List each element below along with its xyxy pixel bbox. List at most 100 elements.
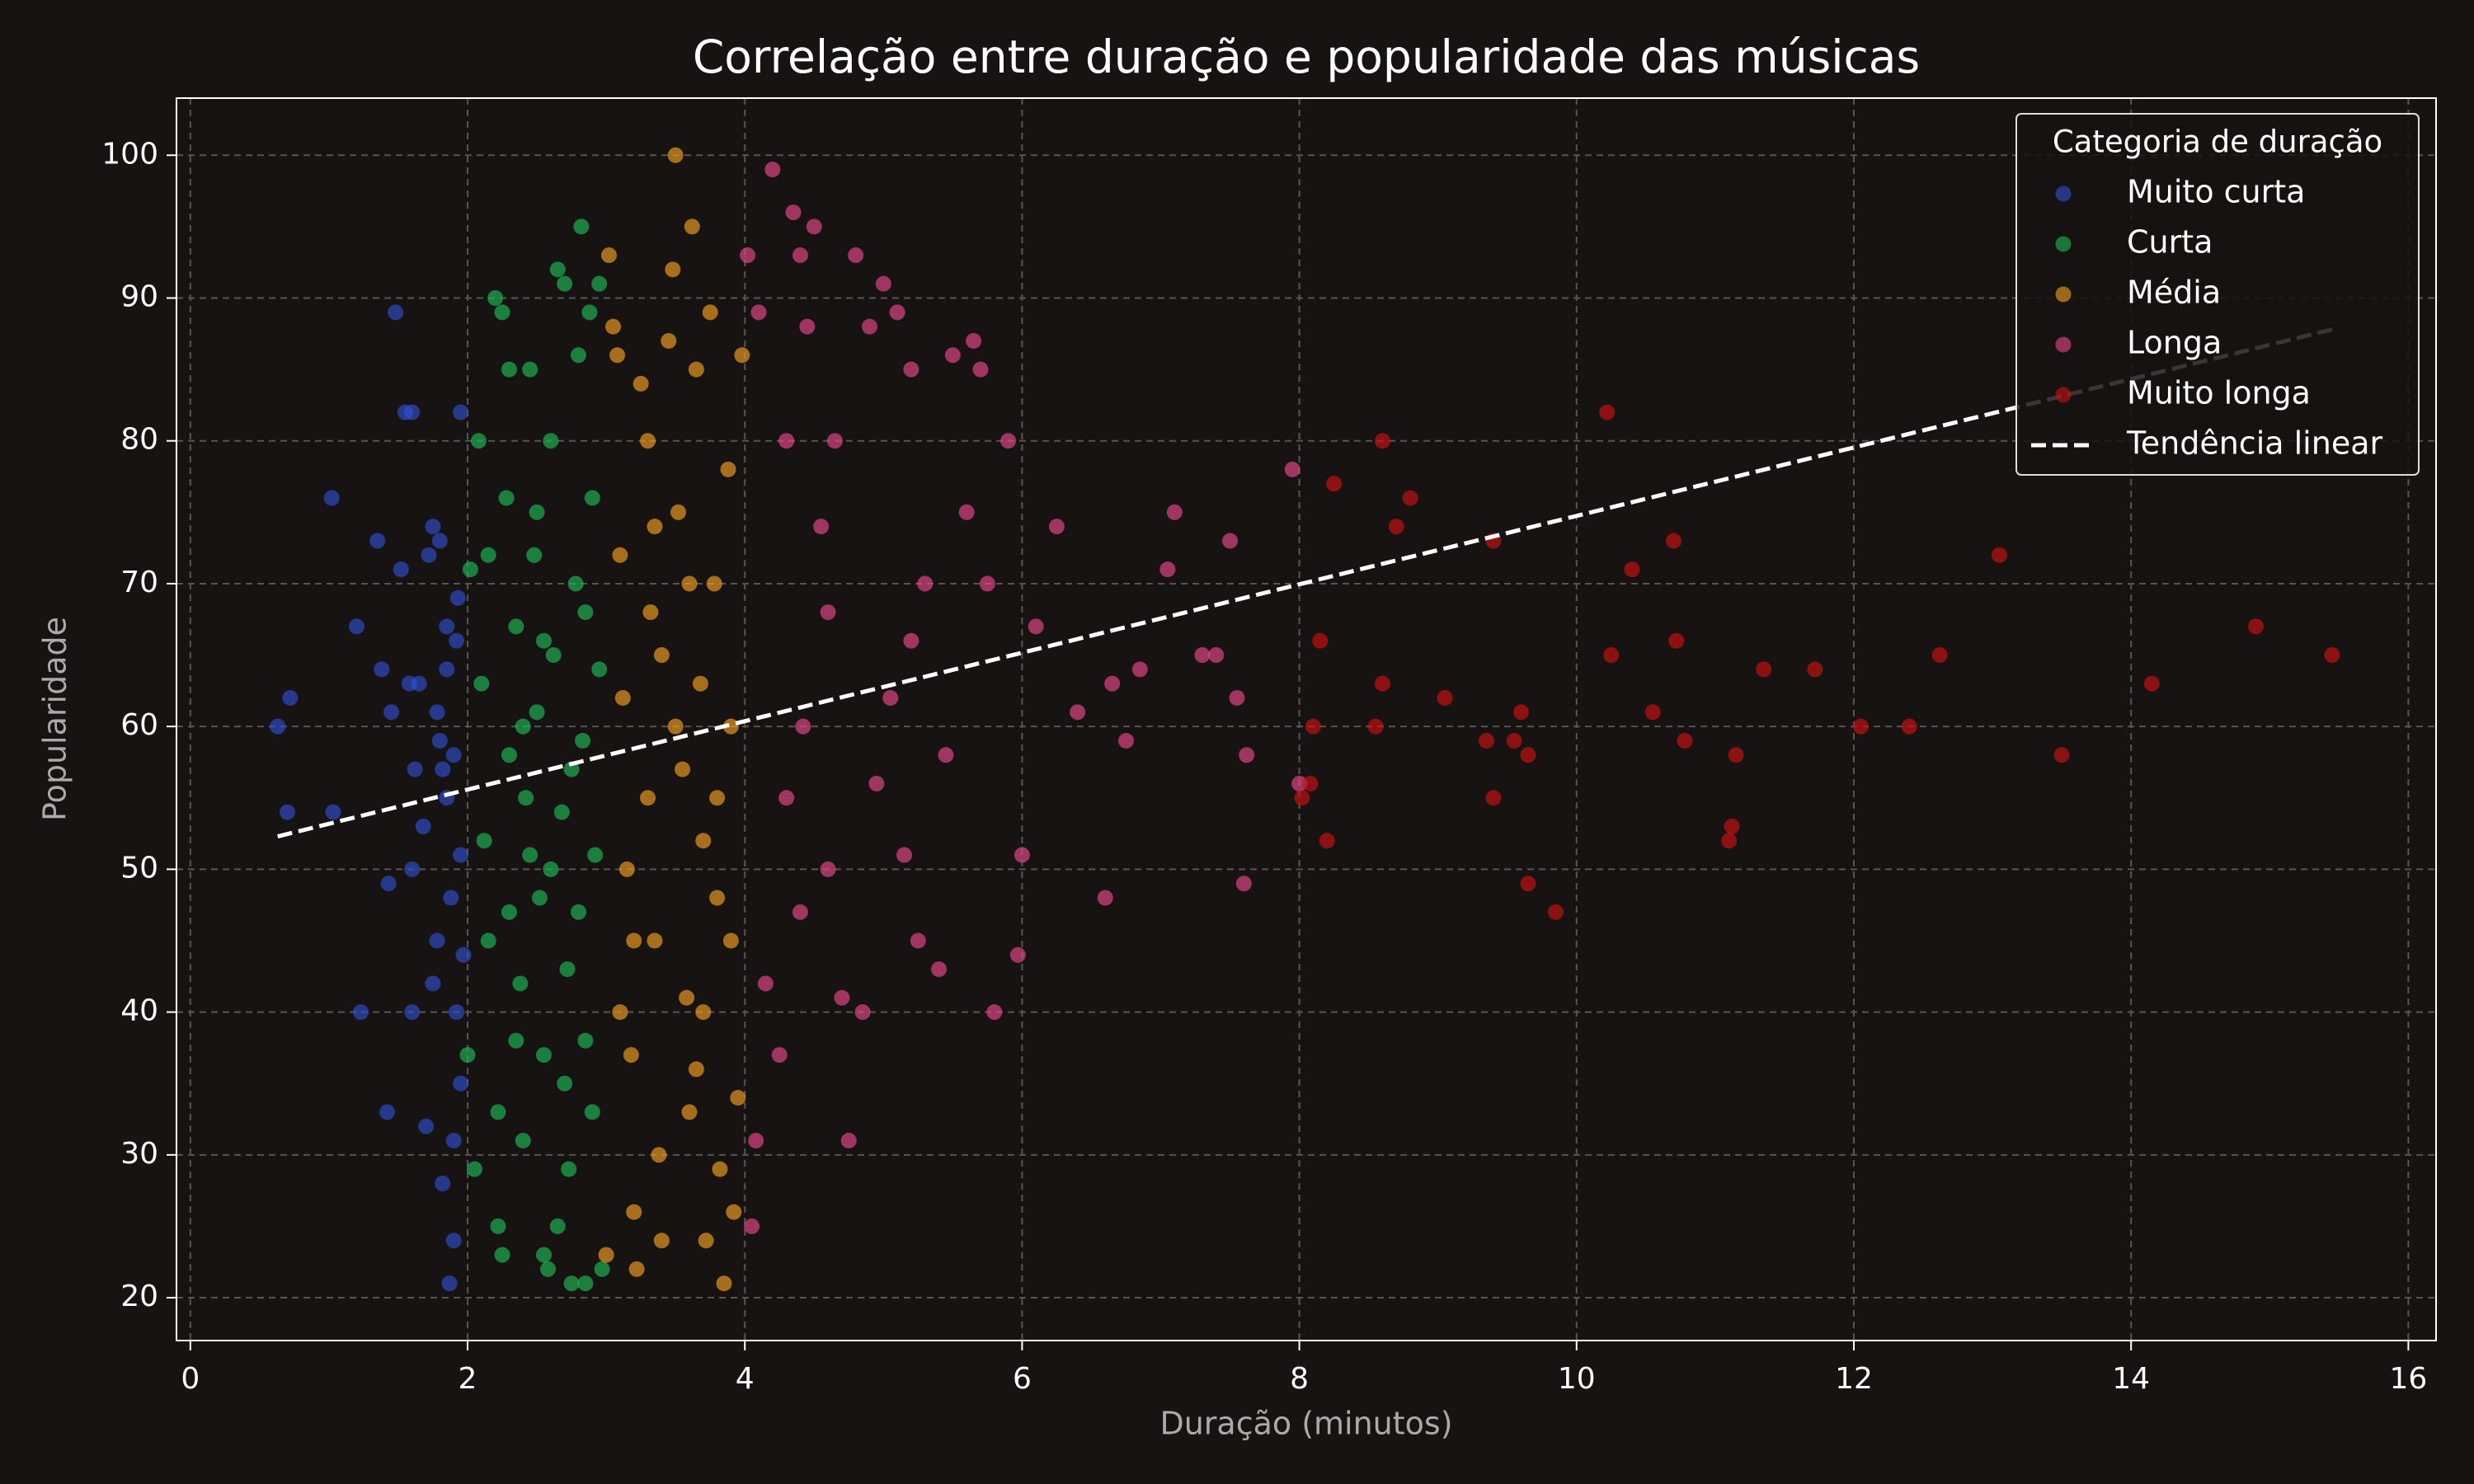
scatter-point [764, 162, 781, 178]
scatter-point [383, 704, 400, 721]
scatter-point [557, 275, 573, 292]
scatter-point [563, 1275, 580, 1292]
scatter-point [917, 575, 934, 592]
scatter-point [559, 961, 576, 978]
legend-title: Categoria de duração [2053, 124, 2382, 160]
scatter-point [323, 490, 340, 506]
legend-label: Longa [2127, 325, 2222, 361]
scatter-point [605, 318, 622, 335]
scatter-point [1852, 718, 1869, 735]
y-tick-label: 20 [120, 1280, 158, 1313]
scatter-point [540, 1261, 557, 1277]
scatter-point [986, 1004, 1003, 1021]
scatter-point [1437, 690, 1453, 707]
scatter-point [848, 247, 864, 264]
scatter-point [429, 704, 445, 721]
scatter-point [549, 261, 566, 278]
scatter-point [826, 433, 843, 449]
scatter-point [1513, 704, 1530, 721]
scatter-point [716, 1275, 732, 1292]
scatter-point [684, 218, 700, 235]
scatter-point [349, 618, 365, 635]
scatter-point [667, 147, 684, 163]
scatter-point [623, 1047, 639, 1064]
scatter-point [910, 932, 926, 949]
scatter-point [702, 304, 718, 321]
scatter-point [730, 1090, 746, 1106]
scatter-point [712, 1161, 728, 1177]
scatter-point [594, 1261, 610, 1277]
y-tick-label: 30 [120, 1137, 158, 1171]
scatter-point [840, 1132, 857, 1148]
chart-title: Correlação entre duração e popularidade … [693, 31, 1920, 83]
scatter-point [633, 375, 649, 392]
scatter-point [404, 861, 421, 877]
scatter-point [515, 718, 531, 735]
scatter-point [1284, 461, 1300, 477]
scatter-point [379, 1104, 396, 1120]
legend-label: Curta [2127, 224, 2213, 261]
scatter-point [778, 790, 795, 806]
scatter-point [1388, 519, 1404, 535]
scatter-point [549, 1218, 566, 1234]
scatter-point [453, 847, 469, 863]
scatter-point [441, 1275, 458, 1292]
scatter-point [494, 1247, 510, 1263]
scatter-point [1724, 818, 1740, 834]
scatter-point [1807, 661, 1823, 678]
scatter-point [744, 1218, 760, 1234]
scatter-point [473, 675, 490, 692]
scatter-point [2324, 647, 2340, 664]
y-tick-label: 60 [120, 708, 158, 742]
scatter-point [535, 1047, 552, 1064]
legend-label: Muito curta [2127, 174, 2305, 210]
scatter-point [445, 747, 462, 763]
scatter-point [792, 247, 808, 264]
scatter-point [522, 361, 539, 378]
scatter-point [501, 747, 517, 763]
scatter-point [2053, 747, 2070, 763]
scatter-point [806, 218, 822, 235]
scatter-point [1479, 732, 1495, 749]
scatter-point [545, 647, 562, 664]
x-tick-label: 16 [2389, 1362, 2427, 1396]
scatter-point [2143, 675, 2160, 692]
scatter-point [795, 718, 811, 735]
scatter-point [476, 833, 492, 849]
scatter-point [487, 290, 504, 307]
scatter-point [709, 790, 726, 806]
scatter-point [369, 533, 386, 549]
legend-marker [2055, 186, 2072, 202]
scatter-point [508, 618, 524, 635]
scatter-point [449, 1004, 465, 1021]
scatter-point [512, 975, 529, 992]
scatter-point [609, 347, 626, 364]
scatter-point [931, 961, 948, 978]
scatter-point [425, 975, 441, 992]
scatter-point [455, 946, 472, 963]
scatter-point [720, 461, 736, 477]
legend-marker [2055, 387, 2072, 403]
x-tick-label: 12 [1835, 1362, 1873, 1396]
scatter-point [1319, 833, 1335, 849]
x-tick-label: 10 [1558, 1362, 1596, 1396]
x-tick-label: 4 [736, 1362, 755, 1396]
scatter-point [647, 932, 663, 949]
scatter-point [778, 433, 795, 449]
scatter-point [563, 761, 580, 777]
scatter-point [581, 304, 598, 321]
scatter-point [896, 847, 913, 863]
scatter-point [435, 1175, 451, 1191]
scatter-point [1599, 404, 1616, 420]
y-tick-label: 90 [120, 280, 158, 314]
scatter-point [692, 675, 708, 692]
scatter-point [449, 632, 465, 649]
scatter-point [1014, 847, 1030, 863]
scatter-point [587, 847, 604, 863]
scatter-point [695, 1004, 712, 1021]
scatter-point [282, 690, 299, 707]
scatter-point [515, 1132, 531, 1148]
scatter-point [553, 804, 570, 820]
scatter-point [740, 247, 756, 264]
